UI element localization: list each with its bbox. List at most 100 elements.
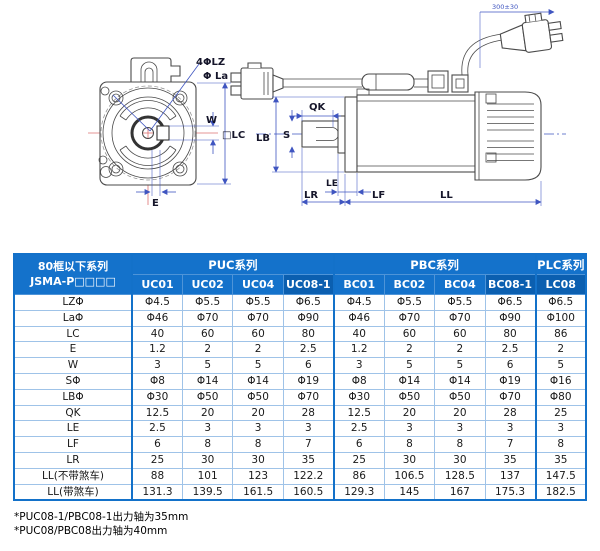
spec-value: 137 xyxy=(484,467,537,485)
spec-value: 5 xyxy=(383,357,436,374)
table-row: SΦ Φ8 Φ14 Φ14 Φ19 Φ8 Φ14 Φ14 Φ19 Φ16 xyxy=(13,372,587,390)
spec-value: Φ30 xyxy=(332,388,385,406)
table-row: LBΦ Φ30 Φ50 Φ50 Φ70 Φ30 Φ50 Φ50 Φ70 Φ80 xyxy=(13,388,587,406)
table-row: LL(带煞车) 131.3 139.5 161.5 160.5 129.3 145 167 17… xyxy=(13,483,587,501)
spec-value: 129.3 xyxy=(332,483,385,501)
spec-value: 25 xyxy=(534,404,587,422)
row-label: LBΦ xyxy=(13,388,133,406)
spec-value: 6 xyxy=(282,357,335,374)
spec-value: 3 xyxy=(383,420,436,438)
spec-value: 6 xyxy=(130,436,183,453)
spec-value: 2 xyxy=(232,341,284,359)
spec-value: 139.5 xyxy=(181,483,234,501)
power-connector xyxy=(230,62,284,100)
model-header-uc08-1: UC08-1 xyxy=(282,274,335,295)
motor-body xyxy=(356,94,476,173)
spec-value: 7 xyxy=(282,436,335,453)
spec-value: 161.5 xyxy=(232,483,284,501)
row-label: QK xyxy=(13,404,133,422)
row-label: E xyxy=(13,341,133,359)
model-header-bc08-1: BC08-1 xyxy=(484,274,537,295)
spec-value: 3 xyxy=(181,420,234,438)
cable-length-label: 300±30 xyxy=(492,3,518,11)
spec-value: 86 xyxy=(332,467,385,485)
spec-table-wrap: 80框以下系列 JSMA-P□□□□ PUC系列 PBC系列 PLC系列 UC01 UC02… xyxy=(13,253,587,502)
row-label: LR xyxy=(13,451,133,469)
spec-value: 35 xyxy=(282,451,335,469)
spec-value: 5 xyxy=(534,357,587,374)
shaft-boss xyxy=(337,115,346,154)
frame-size-label: □LC xyxy=(222,130,245,141)
spec-value: 2 xyxy=(434,341,486,359)
spec-value: 128.5 xyxy=(434,467,486,485)
spec-value: 167 xyxy=(434,483,486,501)
spec-value: 131.3 xyxy=(130,483,183,501)
spec-value: Φ19 xyxy=(484,372,537,390)
row-label: LaΦ xyxy=(13,309,133,327)
spec-value: 8 xyxy=(434,436,486,453)
spec-value: 8 xyxy=(232,436,284,453)
spec-value: 2.5 xyxy=(484,341,537,359)
bolt-circle-label: Φ La xyxy=(203,71,228,82)
model-header-uc01: UC01 xyxy=(130,274,183,295)
spec-value: 8 xyxy=(383,436,436,453)
spec-value: 40 xyxy=(130,325,183,343)
spec-value: Φ90 xyxy=(484,309,537,327)
spec-value: Φ30 xyxy=(130,388,183,406)
spec-value: Φ80 xyxy=(534,388,587,406)
spec-value: 80 xyxy=(484,325,537,343)
corner-header: 80框以下系列 JSMA-P□□□□ xyxy=(13,253,133,295)
side-flange xyxy=(344,96,358,173)
table-row: LZΦ Φ4.5 Φ5.5 Φ5.5 Φ6.5 Φ4.5 Φ5.5 Φ5.5 Φ6.5 Φ6.5 xyxy=(13,294,587,311)
spec-value: 35 xyxy=(484,451,537,469)
terminal-block xyxy=(427,70,449,93)
spec-value: 35 xyxy=(534,451,587,469)
model-header-bc01: BC01 xyxy=(332,274,385,295)
spec-value: 3 xyxy=(484,420,537,438)
spec-value: 3 xyxy=(534,420,587,438)
spec-value: Φ6.5 xyxy=(282,294,335,311)
encoder-connector xyxy=(499,12,564,53)
row-label: LZΦ xyxy=(13,294,133,311)
body-length-label: LL xyxy=(440,190,453,201)
spec-value: Φ50 xyxy=(383,388,436,406)
spec-value: Φ50 xyxy=(434,388,486,406)
spec-value: 2.5 xyxy=(130,420,183,438)
spec-value: Φ5.5 xyxy=(181,294,234,311)
spec-value: 40 xyxy=(332,325,385,343)
spec-value: Φ46 xyxy=(130,309,183,327)
spec-value: 122.2 xyxy=(282,467,335,485)
row-label: W xyxy=(13,357,133,374)
spec-value: Φ70 xyxy=(181,309,234,327)
spec-value: 20 xyxy=(181,404,234,422)
spec-value: 25 xyxy=(332,451,385,469)
row-label: LC xyxy=(13,325,133,343)
model-code-label: JSMA-P□□□□ xyxy=(30,274,116,288)
model-header-lc08: LC08 xyxy=(534,274,587,295)
spec-value: 6 xyxy=(332,436,385,453)
spec-value: Φ50 xyxy=(232,388,284,406)
spec-value: 88 xyxy=(130,467,183,485)
spec-value: 2 xyxy=(383,341,436,359)
bolt-holes-label: 4ΦLZ xyxy=(196,57,225,68)
row-label: SΦ xyxy=(13,372,133,390)
pilot-dia-label: LB xyxy=(256,133,270,144)
spec-value: 160.5 xyxy=(282,483,335,501)
spec-value: Φ5.5 xyxy=(383,294,436,311)
table-row: LE 2.5 3 3 3 2.5 3 3 3 3 xyxy=(13,420,587,438)
spec-value: Φ8 xyxy=(332,372,385,390)
spec-value: 2 xyxy=(534,341,587,359)
shaft-dia-label: S xyxy=(283,130,290,141)
spec-value: 3 xyxy=(130,357,183,374)
table-row: LC 40 60 60 80 40 60 60 80 86 xyxy=(13,325,587,343)
spec-value: 86 xyxy=(534,325,587,343)
spec-value: 20 xyxy=(232,404,284,422)
spec-value: Φ6.5 xyxy=(484,294,537,311)
table-row: LF 6 8 8 7 6 8 8 7 8 xyxy=(13,436,587,453)
rear-cover xyxy=(474,91,542,181)
spec-value: 3 xyxy=(332,357,385,374)
model-header-uc04: UC04 xyxy=(232,274,284,295)
spec-value: 60 xyxy=(181,325,234,343)
spec-value: 106.5 xyxy=(383,467,436,485)
